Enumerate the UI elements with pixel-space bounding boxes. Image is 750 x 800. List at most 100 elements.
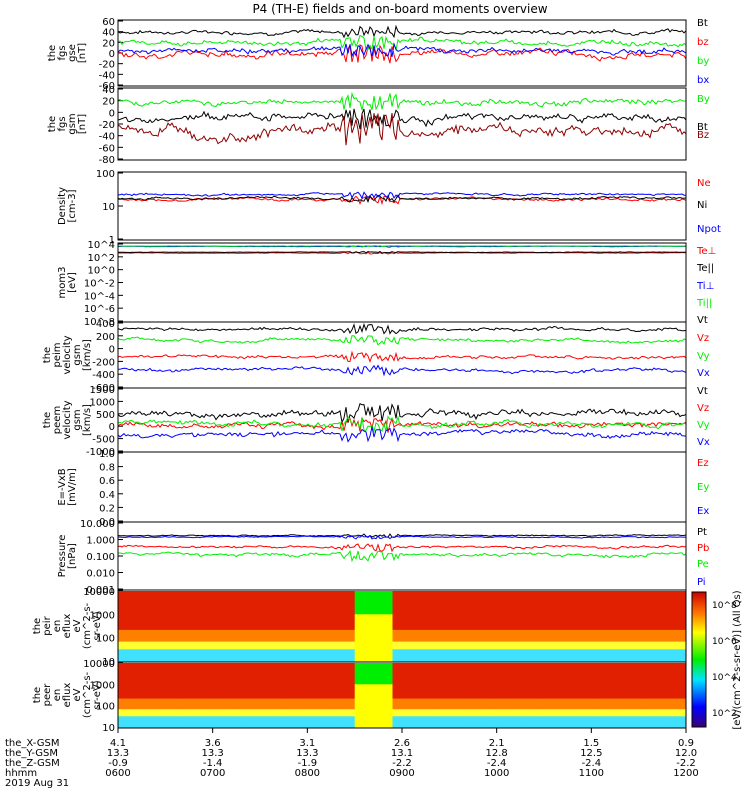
heatmap-cell [118, 606, 128, 611]
heatmap-cell [260, 594, 270, 600]
heatmap-cell [326, 709, 337, 714]
heatmap-cell [222, 610, 233, 615]
footer-value: -0.9 [108, 758, 128, 769]
heatmap-cell [288, 684, 299, 689]
heatmap-cell [458, 606, 469, 611]
heatmap-cell [326, 629, 337, 635]
heatmap-cell [402, 653, 412, 658]
heatmap-cell [335, 606, 346, 611]
heatmap-cell [364, 677, 375, 682]
heatmap-cell [411, 705, 422, 710]
heatmap-cell [629, 677, 640, 682]
heatmap-cell [544, 594, 554, 600]
heatmap-cell [581, 641, 592, 646]
heatmap-cell [629, 657, 640, 662]
heatmap-cell [553, 705, 564, 710]
heatmap-cell [487, 677, 498, 682]
heatmap-cell [193, 629, 204, 635]
heatmap-cell [174, 602, 185, 608]
heatmap-cell [439, 702, 450, 707]
heatmap-cell [496, 680, 507, 685]
heatmap-cell [241, 702, 252, 707]
footer-row-label: hhmm [5, 768, 37, 779]
heatmap-cell [572, 702, 583, 707]
heatmap-cell [581, 673, 592, 678]
heatmap-cell [676, 670, 687, 675]
heatmap-cell [402, 663, 412, 668]
heatmap-cell [420, 712, 431, 717]
heatmap-cell [383, 649, 394, 654]
heatmap-cell [184, 705, 195, 710]
heatmap-cell [676, 641, 687, 646]
heatmap-cell [572, 705, 583, 710]
legend-Bz: Bz [697, 130, 709, 141]
heatmap-cell [591, 594, 602, 600]
heatmap-cell [487, 633, 498, 639]
heatmap-cell [402, 687, 412, 692]
heatmap-cell [458, 602, 469, 608]
heatmap-cell [241, 723, 252, 728]
heatmap-cell [269, 698, 280, 703]
heatmap-cell [449, 716, 460, 721]
ylabel-line: [nPa] [67, 543, 78, 569]
heatmap-cell [297, 645, 308, 650]
heatmap-cell [572, 622, 583, 627]
heatmap-cell [657, 680, 668, 685]
heatmap-cell [439, 657, 450, 662]
heatmap-cell [676, 653, 687, 658]
heatmap-cell [657, 629, 668, 635]
heatmap-cell [667, 618, 678, 623]
heatmap-cell [657, 610, 668, 615]
heatmap-cell [127, 673, 138, 678]
heatmap-cell [534, 719, 545, 724]
legend-Vy: Vy [697, 351, 710, 362]
heatmap-cell [136, 695, 147, 700]
heatmap-cell [165, 614, 176, 619]
heatmap-cell [250, 649, 261, 654]
heatmap-cell [439, 663, 450, 668]
heatmap-cell [487, 705, 498, 710]
heatmap-cell [581, 712, 592, 717]
heatmap-cell [316, 629, 327, 635]
heatmap-cell [354, 716, 365, 721]
heatmap-cell [136, 622, 147, 627]
heatmap-cell [364, 610, 375, 615]
heatmap-cell [118, 622, 128, 627]
heatmap-cell [591, 691, 602, 696]
heatmap-cell [136, 670, 147, 675]
heatmap-cell [525, 677, 536, 682]
heatmap-cell [335, 719, 346, 724]
heatmap-cell [297, 606, 308, 611]
heatmap-cell [619, 649, 630, 654]
heatmap-cell [534, 649, 545, 654]
heatmap-cell [373, 626, 384, 631]
heatmap-cell [307, 663, 318, 668]
heatmap-cell [402, 618, 412, 623]
heatmap-cell [638, 673, 649, 678]
heatmap-cell [676, 618, 687, 623]
heatmap-cell [231, 712, 242, 717]
footer-value: 3.1 [299, 738, 315, 749]
heatmap-cell [468, 618, 479, 623]
heatmap-cell [676, 723, 687, 728]
heatmap-cell [553, 712, 564, 717]
heatmap-cell [326, 614, 337, 619]
ytick-label: 10^-4 [84, 291, 115, 302]
heatmap-cell [619, 629, 630, 635]
heatmap-cell [619, 591, 630, 596]
heatmap-cell [581, 606, 592, 611]
heatmap-cell [326, 670, 337, 675]
heatmap-cell [439, 614, 450, 619]
heatmap-cell [591, 680, 602, 685]
heatmap-cell [458, 657, 469, 662]
heatmap-cell [193, 602, 204, 608]
heatmap-cell [184, 691, 195, 696]
heatmap-cell [629, 649, 640, 654]
heatmap-cell [487, 657, 498, 662]
heatmap-cell [562, 633, 573, 639]
heatmap-cell [657, 622, 668, 627]
heatmap-cell [288, 653, 299, 658]
heatmap-cell [657, 645, 668, 650]
heatmap-cell [288, 641, 299, 646]
heatmap-cell [581, 680, 592, 685]
